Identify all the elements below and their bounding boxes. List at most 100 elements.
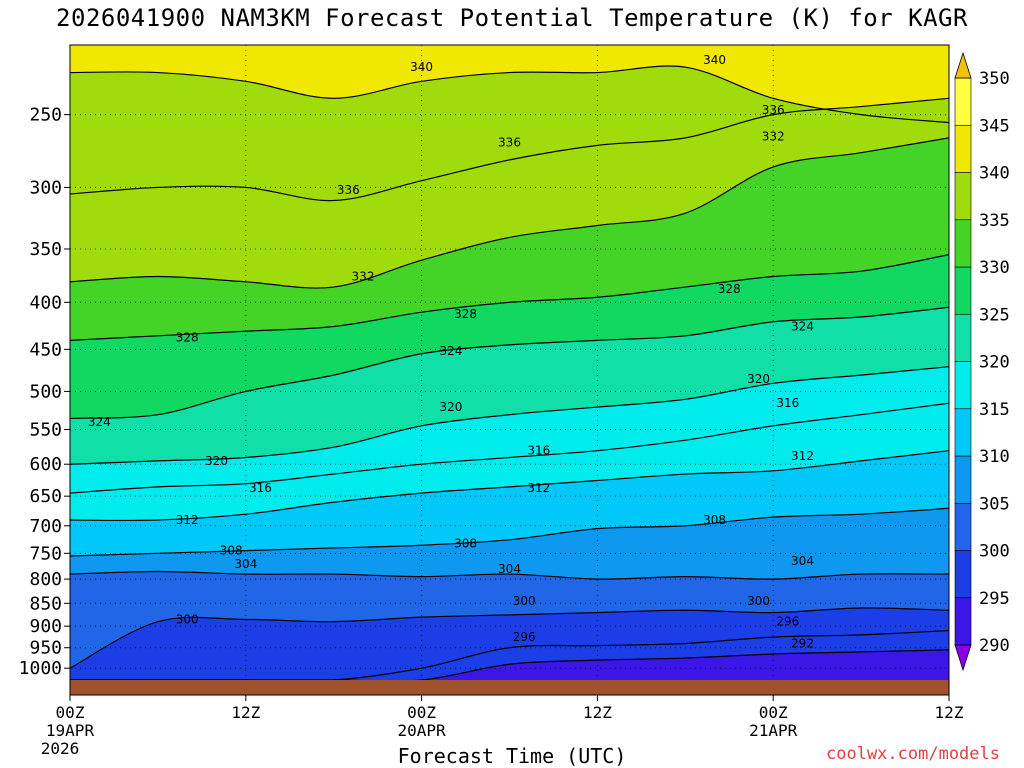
contour-label: 324 <box>88 415 111 429</box>
colorbar-segment <box>954 219 972 268</box>
colorbar-label: 300 <box>979 542 1010 562</box>
colorbar-segment <box>954 77 972 126</box>
x-tick-label: 00Z <box>407 703 436 722</box>
contour-label: 300 <box>176 612 199 626</box>
y-tick-label: 950 <box>29 638 62 659</box>
contour-label: 312 <box>791 449 814 463</box>
x-tick-label: 12Z <box>935 703 964 722</box>
isentrope-316 <box>70 402 949 494</box>
contour-label: 296 <box>776 615 799 629</box>
colorbar-segment <box>954 502 972 551</box>
colorbar-label: 325 <box>979 305 1010 325</box>
chart-title: 2026041900 NAM3KM Forecast Potential Tem… <box>56 4 968 32</box>
colorbar-label: 295 <box>979 589 1010 609</box>
colorbar-low-arrow <box>954 644 972 672</box>
ground-bar <box>70 680 949 695</box>
x-tick-label: 00Z <box>759 703 788 722</box>
colorbar-segment <box>954 408 972 457</box>
isentrope-320 <box>70 366 949 465</box>
y-tick-label: 350 <box>29 239 62 260</box>
y-tick-label: 400 <box>29 292 62 313</box>
contour-label: 312 <box>527 481 550 495</box>
y-tick-label: 900 <box>29 616 62 637</box>
colorbar: 290 295 300 305 310 315 320 325 330 335 340 345 350 <box>954 51 1010 672</box>
ground-surface <box>70 680 949 695</box>
colorbar-segment <box>954 455 972 504</box>
colorbar-label: 315 <box>979 400 1010 420</box>
colorbar-high-arrow <box>954 51 972 79</box>
contour-label: 296 <box>513 630 536 644</box>
isentrope-312 <box>70 450 949 522</box>
y-tick-label: 250 <box>29 105 62 126</box>
contour-label: 292 <box>791 636 814 650</box>
isentrope-328 <box>70 254 949 341</box>
x-tick-label: 00Z <box>56 703 85 722</box>
x-tick-label: 21APR <box>749 721 798 740</box>
isentrope-336 <box>70 97 949 202</box>
x-tick-label: 12Z <box>231 703 260 722</box>
isentrope-332 <box>70 137 949 289</box>
plot-frame <box>69 44 950 696</box>
contour-label: 304 <box>791 554 814 568</box>
contour-labels: 340 340 336 332 336 336 332 328 328 328 324 324 320 3… <box>88 53 814 651</box>
y-tick-label: 650 <box>29 486 62 507</box>
x-axis-title: Forecast Time (UTC) <box>397 744 627 768</box>
isentrope-300 <box>70 607 949 669</box>
colorbar-label: 345 <box>979 116 1010 136</box>
credit-link[interactable]: coolwx.com/models <box>826 744 1000 764</box>
y-tick-label: 700 <box>29 516 62 537</box>
contour-label: 304 <box>498 562 521 576</box>
isentrope-292 <box>70 649 949 680</box>
x-tick-label: 2026 <box>41 739 80 758</box>
contour-label: 336 <box>498 135 521 149</box>
colorbar-label: 320 <box>979 353 1010 373</box>
contour-label: 308 <box>220 544 243 558</box>
colorbar-label: 335 <box>979 211 1010 231</box>
contour-label: 320 <box>439 400 462 414</box>
contour-label: 336 <box>337 183 360 197</box>
contour-label: 324 <box>439 344 462 358</box>
isentrope-308 <box>70 507 949 557</box>
contour-label: 336 <box>762 103 785 117</box>
contour-label: 308 <box>454 537 477 551</box>
colorbar-segment <box>954 266 972 315</box>
y-tick-label: 750 <box>29 543 62 564</box>
contour-label: 312 <box>176 513 199 527</box>
contour-label: 324 <box>791 320 814 334</box>
colorbar-label: 290 <box>979 636 1010 656</box>
x-tick-label: 12Z <box>583 703 612 722</box>
colorbar-segment <box>954 550 972 599</box>
contour-label: 300 <box>513 594 536 608</box>
y-tick-label: 450 <box>29 339 62 360</box>
colorbar-segment <box>954 313 972 362</box>
contour-label: 328 <box>454 307 477 321</box>
y-tick-label: 600 <box>29 454 62 475</box>
isentrope-296 <box>70 629 949 680</box>
colorbar-label: 340 <box>979 164 1010 184</box>
y-tick-label: 500 <box>29 381 62 402</box>
contour-label: 332 <box>352 270 375 284</box>
y-tick-label: 550 <box>29 419 62 440</box>
x-tick-label: 19APR <box>46 721 95 740</box>
band-292 <box>70 649 949 680</box>
contour-label: 340 <box>703 53 726 67</box>
contour-label: 328 <box>718 282 741 296</box>
contour-label: 304 <box>234 557 257 571</box>
contour-label: 316 <box>527 444 550 458</box>
isentrope-contours <box>70 65 949 680</box>
colorbar-segment <box>954 124 972 173</box>
colorbar-segment <box>954 361 972 410</box>
contour-label: 320 <box>205 454 228 468</box>
contour-label: 328 <box>176 331 199 345</box>
isentrope-324 <box>70 306 949 420</box>
colorbar-segment <box>954 172 972 221</box>
color-bands <box>70 45 949 680</box>
contour-label: 332 <box>762 129 785 143</box>
y-tick-label: 300 <box>29 177 62 198</box>
contour-label: 308 <box>703 513 726 527</box>
y-tick-label: 850 <box>29 593 62 614</box>
colorbar-label: 305 <box>979 494 1010 514</box>
y-tick-label: 800 <box>29 569 62 590</box>
